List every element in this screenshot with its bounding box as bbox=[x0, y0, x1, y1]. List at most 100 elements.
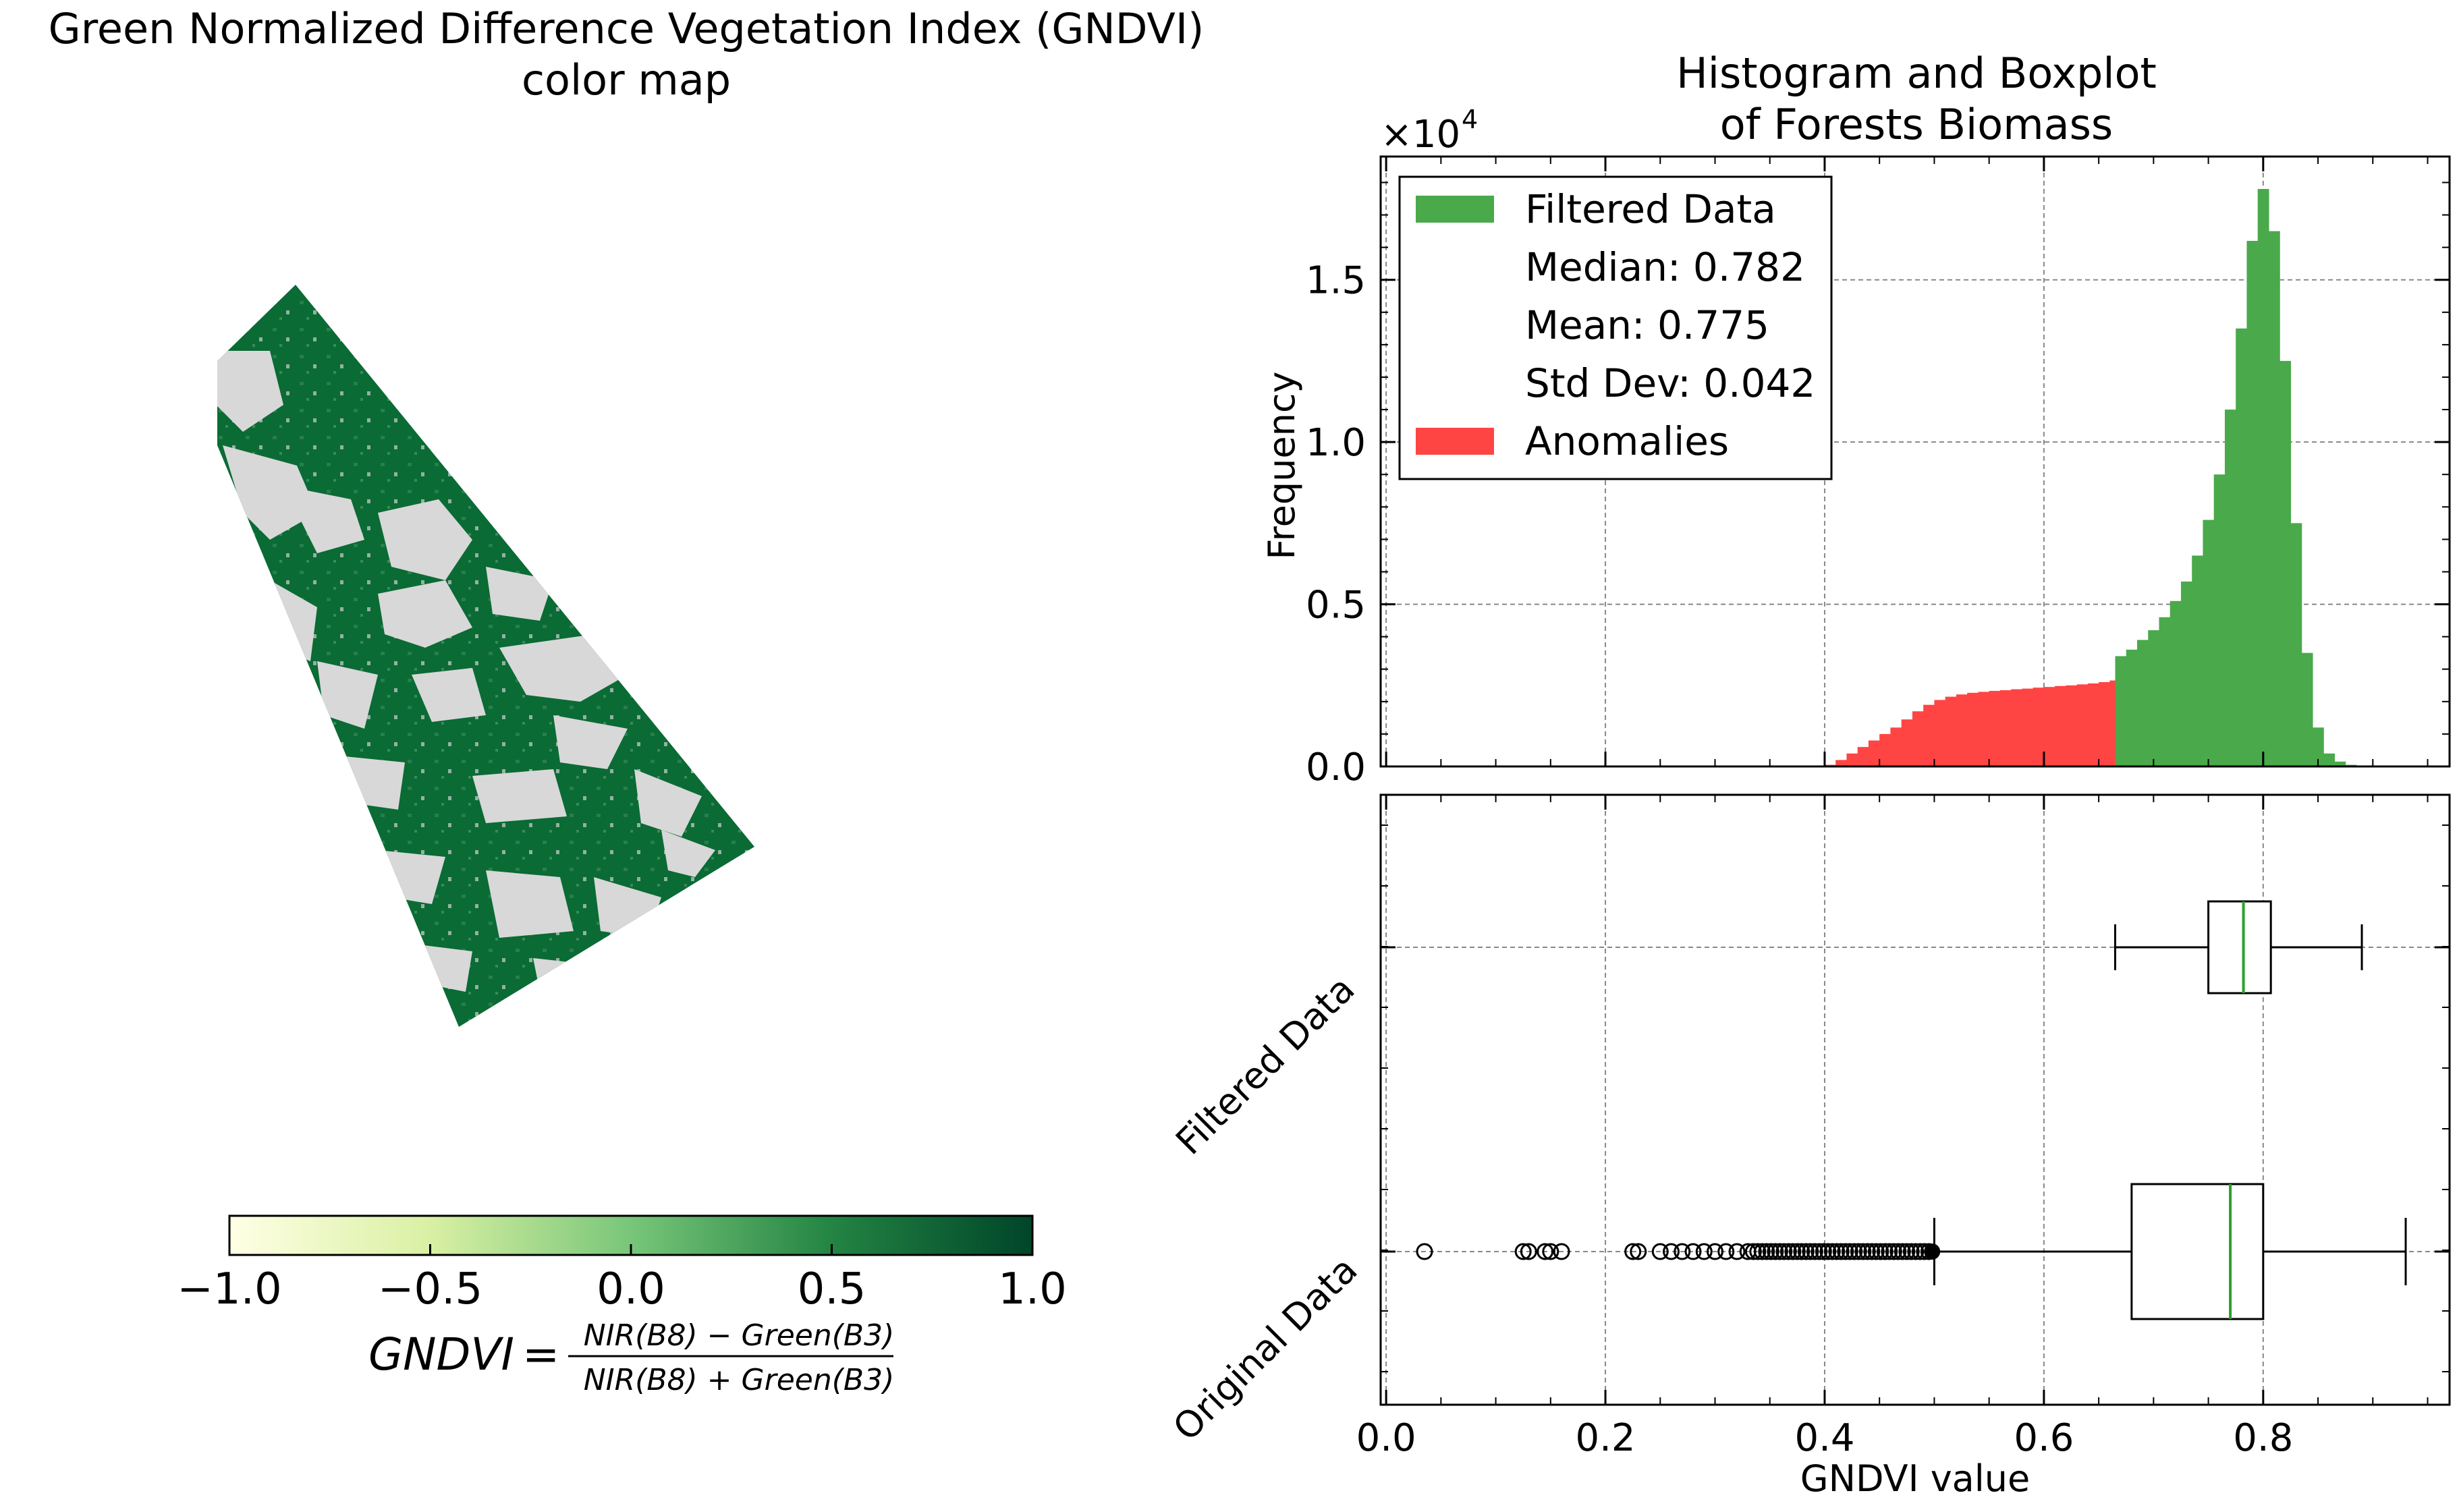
outlier-point bbox=[1749, 1243, 1767, 1260]
outlier-point bbox=[1841, 1243, 1858, 1260]
outlier-point bbox=[1707, 1243, 1724, 1260]
boxplot-ticks: 0.0 0.2 0.4 0.6 0.8 bbox=[1356, 795, 2450, 1460]
legend-filtered-label: Filtered Data bbox=[1525, 186, 1776, 232]
filtered-bar bbox=[2268, 231, 2280, 767]
boxplot-grid bbox=[1381, 795, 2450, 1405]
outlier-point bbox=[1837, 1243, 1854, 1260]
outlier-point bbox=[1811, 1243, 1828, 1260]
histogram-ticks: 0.0 0.5 1.0 1.5 bbox=[1306, 157, 2450, 789]
filtered-bar bbox=[2159, 617, 2171, 766]
anomaly-bar bbox=[1999, 690, 2012, 766]
outlier-point bbox=[1898, 1243, 1916, 1260]
outlier-point bbox=[1797, 1243, 1815, 1260]
outlier-point bbox=[1717, 1243, 1735, 1260]
filtered-bar bbox=[2148, 630, 2160, 766]
filtered-bar bbox=[2323, 753, 2336, 766]
anomaly-bar bbox=[1868, 740, 1880, 766]
filtered-bar bbox=[2213, 474, 2226, 766]
outlier-point bbox=[1779, 1243, 1797, 1260]
boxplot-x-label: GNDVI value bbox=[1800, 1457, 2030, 1500]
outlier-point bbox=[1762, 1243, 1779, 1260]
filtered-bar bbox=[2136, 640, 2149, 766]
anomaly-bar bbox=[1967, 692, 1979, 766]
chart-title-line1: Histogram and Boxplot bbox=[1676, 49, 2157, 98]
outlier-point bbox=[1889, 1243, 1907, 1260]
hist-y-tick-label: 0.0 bbox=[1306, 746, 1366, 789]
gndvi-map bbox=[217, 285, 754, 1027]
map-title-line1: Green Normalized Difference Vegetation I… bbox=[49, 4, 1205, 53]
filtered-bar bbox=[2203, 520, 2215, 766]
outlier-point bbox=[1695, 1243, 1713, 1260]
box-x-tick-label: 0.0 bbox=[1356, 1416, 1416, 1460]
anomaly-bar bbox=[1945, 696, 1957, 766]
outlier-point bbox=[1728, 1243, 1746, 1260]
category-label-original: Original Data bbox=[1165, 1248, 1365, 1449]
filtered-bar bbox=[2115, 656, 2127, 766]
outlier-point bbox=[1651, 1243, 1669, 1260]
anomaly-bar bbox=[1857, 747, 1869, 766]
outlier-point bbox=[1784, 1243, 1802, 1260]
anomaly-bar bbox=[1901, 719, 1913, 766]
outlier-point bbox=[1802, 1243, 1819, 1260]
anomaly-bar bbox=[2066, 685, 2078, 766]
filtered-bar bbox=[2334, 761, 2346, 766]
anomaly-bar bbox=[1879, 733, 1891, 766]
outlier-point bbox=[1663, 1243, 1680, 1260]
colorbar-ticks: −1.0 −0.5 0.0 0.5 1.0 bbox=[177, 1244, 1067, 1314]
filtered-bar bbox=[2312, 727, 2324, 766]
outlier-point bbox=[1744, 1243, 1762, 1260]
map-nonforest-patches bbox=[217, 351, 715, 999]
legend-std: Std Dev: 0.042 bbox=[1525, 360, 1815, 406]
outlier-point bbox=[1885, 1243, 1902, 1260]
boxplot-boxes bbox=[1416, 900, 2407, 1320]
outlier-point bbox=[1867, 1243, 1885, 1260]
anomaly-bar bbox=[2043, 687, 2055, 766]
outlier-point bbox=[1753, 1243, 1771, 1260]
boxplot-filtered bbox=[2113, 900, 2363, 995]
anomaly-bar bbox=[2076, 684, 2089, 766]
iqr-box bbox=[2207, 900, 2272, 995]
boxplot-original bbox=[1416, 1183, 2407, 1320]
box-x-tick-label: 0.6 bbox=[2014, 1416, 2074, 1460]
outlier-point bbox=[1902, 1243, 1920, 1260]
histogram-y-label: Frequency bbox=[1261, 372, 1303, 560]
anomaly-bar bbox=[1835, 760, 1848, 766]
outlier-point bbox=[1872, 1243, 1889, 1260]
anomaly-bar bbox=[1846, 753, 1858, 766]
outlier-point bbox=[1788, 1243, 1806, 1260]
anomaly-bar bbox=[1978, 692, 1990, 766]
legend-anomalies-label: Anomalies bbox=[1525, 418, 1729, 464]
formula-denominator: NIR(B8) + Green(B3) bbox=[584, 1363, 895, 1397]
outlier-point bbox=[1684, 1243, 1702, 1260]
outlier-point bbox=[1553, 1243, 1570, 1260]
legend-mean: Mean: 0.775 bbox=[1525, 302, 1769, 348]
outlier-point bbox=[1863, 1243, 1881, 1260]
hist-y-tick-label: 0.5 bbox=[1306, 584, 1366, 627]
filtered-bar bbox=[2301, 652, 2313, 766]
outlier-point bbox=[1828, 1243, 1846, 1260]
outlier-point bbox=[1846, 1243, 1863, 1260]
map-forest-area bbox=[217, 285, 754, 1027]
legend-anomalies-swatch bbox=[1416, 428, 1494, 455]
filtered-bar bbox=[2192, 555, 2204, 766]
outlier-point bbox=[1514, 1243, 1532, 1260]
formula-lhs: GNDVI bbox=[368, 1328, 514, 1380]
anomaly-bar bbox=[1934, 700, 1946, 766]
anomaly-bar bbox=[1989, 690, 2001, 766]
y-multiplier-base: ×10 bbox=[1381, 113, 1460, 157]
anomaly-bar bbox=[2087, 683, 2099, 766]
boxplot-axes-frame bbox=[1379, 793, 2451, 1406]
outlier-point bbox=[1881, 1243, 1898, 1260]
histogram-legend: Filtered Data Median: 0.782 Mean: 0.775 … bbox=[1398, 175, 1833, 480]
outlier-point bbox=[1624, 1243, 1642, 1260]
colorbar-tick-label: −1.0 bbox=[177, 1264, 281, 1314]
filtered-bar bbox=[2290, 523, 2302, 766]
iqr-box bbox=[2130, 1183, 2265, 1320]
filtered-bar bbox=[2257, 189, 2269, 767]
anomaly-bar bbox=[1912, 711, 1924, 766]
outlier-point bbox=[1850, 1243, 1867, 1260]
outlier-point bbox=[1775, 1243, 1793, 1260]
anomaly-bar bbox=[2022, 688, 2034, 766]
legend-median: Median: 0.782 bbox=[1525, 244, 1805, 290]
